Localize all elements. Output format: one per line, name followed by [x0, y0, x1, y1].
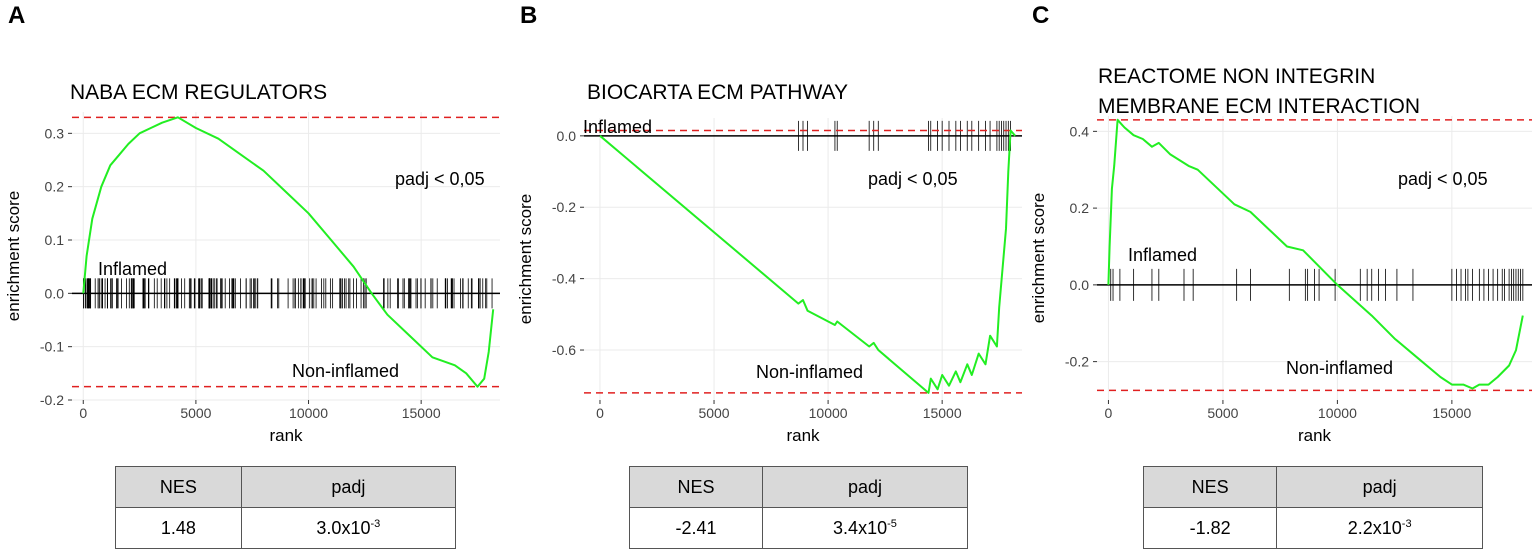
y-tick-label: -0.2: [40, 392, 64, 408]
gsea-plot: -0.6 -0.4 -0.2 0.0 0 5000 10000 15000 rank enrich…: [516, 117, 1022, 445]
panel-a: A NABA ECM REGULATORS -0.2 -0.1 0.0 0.1 0.2 0…: [0, 0, 511, 554]
x-axis-ticks: 0 5000 10000 15000: [79, 400, 441, 421]
x-axis-title: rank: [786, 426, 820, 445]
gsea-plot: -0.2 0.0 0.2 0.4 0 5000 10000 15000 rank enrichme…: [1029, 116, 1532, 445]
nes-header: NES: [1142, 466, 1278, 508]
stats-value-row: -1.82 2.2x10-3: [1142, 507, 1483, 549]
padj-exponent: -3: [370, 517, 381, 530]
padj-exponent: -3: [1401, 517, 1412, 530]
y-tick-label: 0.0: [45, 285, 65, 301]
hit-ticks: [798, 120, 1011, 151]
hit-ticks: [1110, 268, 1524, 301]
stats-table: NES padj -1.82 2.2x10-3: [1142, 466, 1483, 549]
x-axis-title: rank: [269, 426, 303, 445]
hit-ticks: [82, 278, 493, 309]
x-tick-label: 0: [79, 405, 87, 421]
nes-header: NES: [115, 466, 242, 508]
y-tick-label: -0.2: [552, 199, 576, 215]
y-tick-label: -0.1: [40, 339, 64, 355]
x-axis-ticks: 0 5000 10000 15000: [1105, 400, 1472, 421]
padj-exponent: -5: [887, 517, 897, 530]
padj-value: 3.4x10-5: [761, 507, 969, 549]
y-tick-label: -0.4: [552, 271, 576, 287]
x-tick-label: 15000: [402, 405, 441, 421]
nes-value: -1.82: [1142, 507, 1278, 549]
x-tick-label: 10000: [1318, 405, 1357, 421]
y-axis-ticks: -0.2 -0.1 0.0 0.1 0.2 0.3: [40, 125, 72, 408]
non-inflamed-label: Non-inflamed: [292, 361, 399, 381]
non-inflamed-label: Non-inflamed: [756, 362, 863, 382]
significance-label: padj < 0,05: [868, 169, 958, 189]
gridlines: [72, 112, 500, 401]
padj-header: padj: [761, 466, 969, 508]
stats-header-row: NES padj: [115, 466, 457, 508]
y-axis-ticks: -0.2 0.0 0.2 0.4: [1065, 123, 1097, 370]
y-tick-label: -0.2: [1065, 354, 1089, 370]
padj-header: padj: [1276, 466, 1483, 508]
stats-header-row: NES padj: [629, 466, 969, 508]
y-axis-ticks: -0.6 -0.4 -0.2 0.0: [552, 128, 584, 358]
stats-table: NES padj 1.48 3.0x10-3: [115, 466, 457, 549]
y-tick-label: 0.3: [45, 125, 65, 141]
stats-header-row: NES padj: [1142, 466, 1483, 508]
panel-letter: B: [520, 2, 538, 29]
nes-value: -2.41: [629, 507, 763, 549]
plot-title: BIOCARTA ECM PATHWAY: [587, 78, 848, 108]
x-tick-label: 0: [1105, 405, 1113, 421]
y-tick-label: 0.0: [557, 128, 577, 144]
plot-title: REACTOME NON INTEGRIN MEMBRANE ECM INTER…: [1098, 62, 1420, 122]
x-tick-label: 10000: [289, 405, 328, 421]
gridlines: [584, 118, 1022, 400]
x-tick-label: 5000: [1207, 405, 1238, 421]
enrichment-curve: [82, 116, 495, 388]
inflamed-label: Inflamed: [583, 117, 652, 137]
x-axis-title: rank: [1298, 426, 1332, 445]
plot-title-line: NABA ECM REGULATORS: [70, 81, 328, 104]
inflamed-label: Inflamed: [1128, 245, 1197, 265]
enrichment-curve: [599, 129, 1016, 394]
padj-base: 2.2x10: [1347, 517, 1402, 538]
panel-c: C REACTOME NON INTEGRIN MEMBRANE ECM INT…: [1024, 0, 1535, 554]
enrichment-curve: [1107, 118, 1524, 390]
x-tick-label: 15000: [923, 405, 962, 421]
padj-value: 2.2x10-3: [1276, 507, 1483, 549]
y-tick-label: 0.1: [45, 232, 65, 248]
y-tick-label: 0.0: [1070, 277, 1090, 293]
y-tick-label: -0.6: [552, 342, 576, 358]
plot-title-line: REACTOME NON INTEGRIN: [1098, 65, 1376, 88]
nes-header: NES: [629, 466, 763, 508]
panel-letter: C: [1032, 2, 1050, 29]
y-tick-label: 0.2: [45, 179, 65, 195]
stats-table: NES padj -2.41 3.4x10-5: [629, 466, 969, 549]
stats-value-row: 1.48 3.0x10-3: [115, 507, 457, 549]
x-tick-label: 10000: [809, 405, 848, 421]
x-tick-label: 15000: [1432, 405, 1471, 421]
x-tick-label: 5000: [180, 405, 211, 421]
significance-label: padj < 0,05: [395, 169, 485, 189]
padj-header: padj: [240, 466, 457, 508]
y-tick-label: 0.2: [1070, 200, 1090, 216]
x-tick-label: 5000: [698, 405, 729, 421]
nes-value: 1.48: [115, 507, 242, 549]
plot-title-line: MEMBRANE ECM INTERACTION: [1098, 95, 1421, 118]
significance-label: padj < 0,05: [1398, 169, 1488, 189]
plot-title: NABA ECM REGULATORS: [70, 78, 327, 108]
y-axis-title: enrichment score: [4, 191, 23, 321]
x-tick-label: 0: [596, 405, 604, 421]
y-tick-label: 0.4: [1070, 123, 1090, 139]
y-axis-title: enrichment score: [516, 194, 535, 324]
x-axis-ticks: 0 5000 10000 15000: [596, 400, 962, 421]
padj-base: 3.4x10: [833, 517, 888, 538]
padj-base: 3.0x10: [316, 517, 371, 538]
padj-value: 3.0x10-3: [240, 507, 457, 549]
non-inflamed-label: Non-inflamed: [1286, 358, 1393, 378]
panel-letter: A: [8, 2, 26, 29]
stats-value-row: -2.41 3.4x10-5: [629, 507, 969, 549]
y-axis-title: enrichment score: [1029, 193, 1048, 323]
gsea-plot: -0.2 -0.1 0.0 0.1 0.2 0.3 0 5000 10000 15000 rank e…: [4, 112, 500, 445]
panel-b: B BIOCARTA ECM PATHWAY -0.6 -0.4 -0.2 0.0 0 5…: [512, 0, 1023, 554]
inflamed-label: Inflamed: [98, 259, 167, 279]
plot-title-line: BIOCARTA ECM PATHWAY: [587, 81, 848, 104]
